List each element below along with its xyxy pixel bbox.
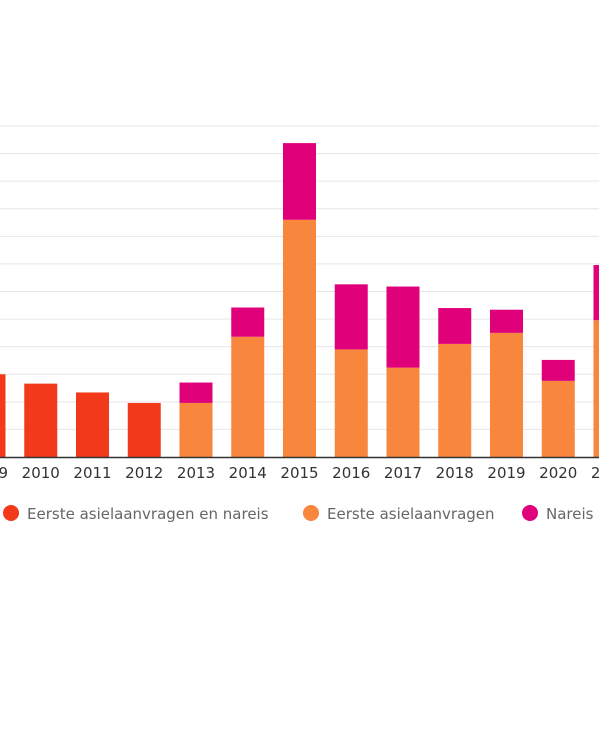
x-tick-label: 2012 <box>125 464 163 482</box>
legend: Eerste asielaanvragen en nareis Eerste as… <box>3 505 594 523</box>
bar-segment <box>490 333 523 457</box>
bar-segment <box>283 143 316 220</box>
bar-segment <box>490 310 523 333</box>
x-tick-label: 2016 <box>332 464 370 482</box>
bar-segment <box>335 284 368 349</box>
bar-segment <box>0 374 6 457</box>
bar-segment <box>387 368 420 457</box>
x-tick-label: 2019 <box>487 464 525 482</box>
x-axis-tick-labels: 2009 2010 2011 2012 2013 2014 2015 2016 2017 2018… <box>0 464 599 482</box>
bar-segment <box>542 360 575 381</box>
bar-segment <box>438 344 471 457</box>
bar-segment <box>180 403 213 457</box>
bar-segment <box>128 403 161 457</box>
legend-marker <box>522 505 538 521</box>
bar-segment <box>283 220 316 457</box>
x-tick-label: 2014 <box>229 464 267 482</box>
bar-segment <box>231 307 264 336</box>
bar-segment <box>335 349 368 457</box>
x-tick-label: 2017 <box>384 464 422 482</box>
bar-segment <box>387 287 420 368</box>
x-tick-label: 2018 <box>436 464 474 482</box>
bar-segment <box>594 320 599 457</box>
x-tick-label: 2015 <box>280 464 318 482</box>
legend-marker <box>3 505 19 521</box>
bar-segment <box>542 381 575 457</box>
bar-segment <box>231 337 264 457</box>
bar-segment <box>594 265 599 320</box>
x-tick-label: 2020 <box>539 464 577 482</box>
x-tick-label: 2021 <box>591 464 599 482</box>
legend-label: Eerste asielaanvragen en nareis <box>27 505 269 523</box>
bar-segment <box>438 308 471 344</box>
legend-label: Nareis <box>546 505 594 523</box>
legend-label: Eerste asielaanvragen <box>327 505 495 523</box>
x-tick-label: 2010 <box>22 464 60 482</box>
x-tick-label: 2013 <box>177 464 215 482</box>
legend-marker <box>303 505 319 521</box>
bar-segment <box>24 384 57 457</box>
x-tick-label: 2009 <box>0 464 8 482</box>
bars <box>0 143 599 457</box>
bar-segment <box>180 383 213 403</box>
bar-segment <box>76 392 109 457</box>
x-tick-label: 2011 <box>73 464 111 482</box>
